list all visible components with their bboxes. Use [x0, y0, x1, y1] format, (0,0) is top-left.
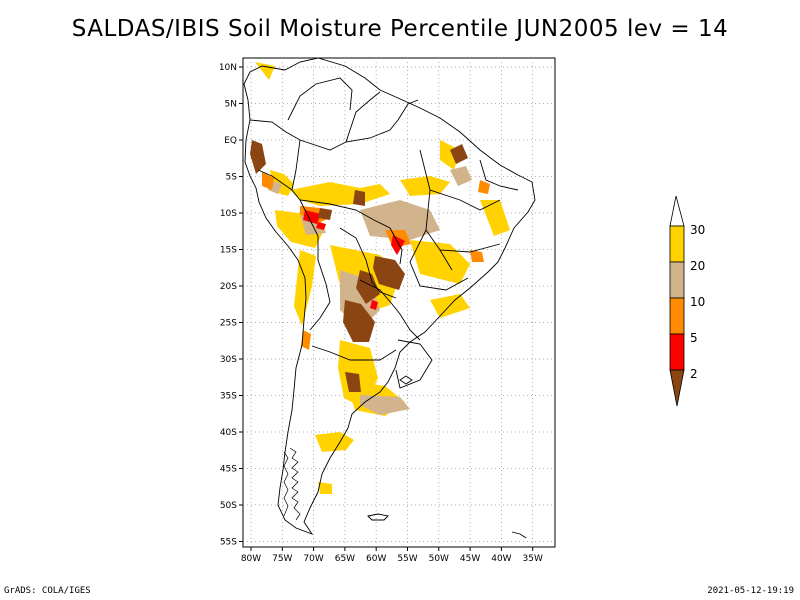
moisture-patches [250, 62, 510, 494]
lat-label: 15S [220, 246, 237, 256]
lat-label: 20S [220, 282, 237, 292]
lon-label: 35W [523, 554, 543, 564]
legend-swatch-10-20 [669, 261, 685, 299]
lat-label: 55S [220, 538, 237, 548]
lat-label: 40S [220, 428, 237, 438]
lon-label: 65W [335, 554, 355, 564]
lat-label: 50S [220, 501, 237, 511]
legend-swatch-20-30 [669, 225, 685, 263]
footer-credit: GrADS: COLA/IGES [4, 586, 91, 596]
legend-swatch-5-10 [669, 297, 685, 335]
lat-label: EQ [224, 136, 237, 146]
footer-timestamp: 2021-05-12-19:19 [707, 586, 794, 596]
legend-label-5: 5 [690, 331, 698, 345]
lon-label: 50W [429, 554, 449, 564]
lat-label: 10S [220, 209, 237, 219]
lon-label: 45W [460, 554, 480, 564]
continent-outline [243, 57, 536, 535]
lat-label: 35S [220, 392, 237, 402]
legend-label-10: 10 [690, 295, 705, 309]
lon-label: 60W [366, 554, 386, 564]
legend-label-30: 30 [690, 223, 705, 237]
lat-label: 5S [226, 173, 238, 183]
lat-label: 25S [220, 319, 237, 329]
legend-swatch-below-2 [669, 369, 685, 407]
legend-swatch-2-5 [669, 333, 685, 371]
legend-swatch-above-30 [669, 195, 685, 227]
map-title: SALDAS/IBIS Soil Moisture Percentile JUN… [71, 16, 729, 42]
color-legend: 30 20 10 5 2 [669, 195, 705, 407]
legend-label-2: 2 [690, 367, 698, 381]
country-borders [243, 57, 536, 539]
lat-label: 10N [219, 63, 237, 73]
legend-label-20: 20 [690, 259, 705, 273]
map-frame [242, 57, 556, 548]
longitude-labels: 80W 75W 70W 65W 60W 55W 50W 45W 40W 35W [241, 547, 543, 564]
latitude-labels: 10N 5N EQ 5S 10S 15S 20S 25S 30S 35S 40S 45S 50S 55S [219, 63, 243, 548]
lon-label: 55W [397, 554, 417, 564]
fjord-coast [283, 447, 301, 521]
lat-label: 30S [220, 355, 237, 365]
lat-label: 5N [225, 100, 237, 110]
lon-label: 40W [491, 554, 511, 564]
lon-label: 75W [272, 554, 292, 564]
lon-label: 70W [303, 554, 323, 564]
lat-label: 45S [220, 465, 237, 475]
lon-label: 80W [241, 554, 261, 564]
